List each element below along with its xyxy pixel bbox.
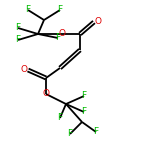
Text: O: O: [58, 30, 66, 39]
Text: F: F: [57, 114, 63, 123]
Text: O: O: [42, 90, 50, 99]
Text: F: F: [15, 36, 21, 45]
Text: O: O: [94, 18, 102, 27]
Text: F: F: [81, 92, 87, 100]
Text: F: F: [81, 108, 87, 117]
Text: F: F: [93, 128, 99, 136]
Text: F: F: [15, 24, 21, 33]
Text: F: F: [57, 6, 63, 15]
Text: O: O: [21, 66, 27, 75]
Text: F: F: [56, 33, 61, 42]
Text: F: F: [68, 129, 73, 138]
Text: F: F: [26, 6, 31, 15]
